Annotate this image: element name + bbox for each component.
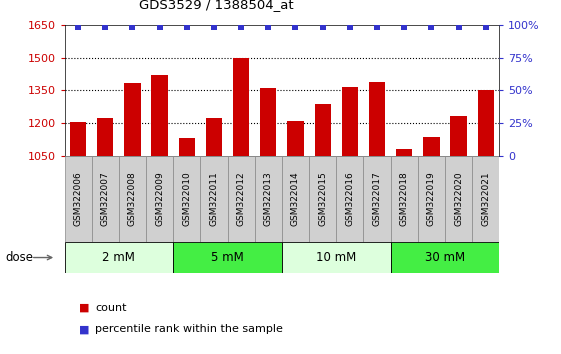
Bar — [200, 156, 228, 242]
Text: GSM322008: GSM322008 — [128, 172, 137, 227]
Bar — [477, 90, 494, 156]
Bar — [472, 156, 499, 242]
Bar — [233, 57, 249, 156]
Bar — [255, 156, 282, 242]
Text: GSM322013: GSM322013 — [264, 172, 273, 227]
Bar — [287, 121, 304, 156]
Text: 10 mM: 10 mM — [316, 251, 356, 264]
Bar — [450, 116, 467, 156]
Text: 5 mM: 5 mM — [211, 251, 244, 264]
Bar — [282, 156, 309, 242]
Point — [101, 24, 110, 30]
Point — [291, 24, 300, 30]
Bar — [70, 122, 86, 156]
Point — [454, 24, 463, 30]
Bar — [91, 156, 119, 242]
Bar — [173, 156, 200, 242]
Text: GSM322021: GSM322021 — [481, 172, 490, 227]
Bar — [151, 75, 168, 156]
Text: GSM322012: GSM322012 — [237, 172, 246, 227]
Bar — [282, 242, 390, 273]
Text: GSM322016: GSM322016 — [346, 172, 355, 227]
Text: GSM322017: GSM322017 — [373, 172, 381, 227]
Bar — [369, 81, 385, 156]
Text: GDS3529 / 1388504_at: GDS3529 / 1388504_at — [139, 0, 294, 11]
Text: GSM322010: GSM322010 — [182, 172, 191, 227]
Text: 30 mM: 30 mM — [425, 251, 465, 264]
Text: ■: ■ — [79, 303, 89, 313]
Bar — [336, 156, 364, 242]
Bar — [228, 156, 255, 242]
Point — [182, 24, 191, 30]
Text: GSM322019: GSM322019 — [427, 172, 436, 227]
Point — [155, 24, 164, 30]
Text: GSM322020: GSM322020 — [454, 172, 463, 227]
Bar — [119, 156, 146, 242]
Bar — [206, 118, 222, 156]
Text: GSM322006: GSM322006 — [73, 172, 82, 227]
Bar — [423, 137, 439, 156]
Bar — [390, 156, 418, 242]
Point — [373, 24, 381, 30]
Bar — [178, 138, 195, 156]
Bar — [418, 156, 445, 242]
Point — [318, 24, 327, 30]
Text: GSM322009: GSM322009 — [155, 172, 164, 227]
Text: GSM322014: GSM322014 — [291, 172, 300, 227]
Bar — [342, 87, 358, 156]
Text: GSM322018: GSM322018 — [399, 172, 408, 227]
Point — [128, 24, 137, 30]
Point — [73, 24, 82, 30]
Point — [237, 24, 246, 30]
Bar — [173, 242, 282, 273]
Bar — [445, 156, 472, 242]
Text: ■: ■ — [79, 324, 89, 334]
Point — [209, 24, 218, 30]
Text: 2 mM: 2 mM — [103, 251, 135, 264]
Bar — [146, 156, 173, 242]
Bar — [396, 149, 412, 156]
Text: GSM322015: GSM322015 — [318, 172, 327, 227]
Text: percentile rank within the sample: percentile rank within the sample — [95, 324, 283, 334]
Bar — [125, 82, 141, 156]
Point — [427, 24, 436, 30]
Point — [399, 24, 408, 30]
Bar — [260, 88, 277, 156]
Bar — [65, 156, 91, 242]
Bar — [309, 156, 336, 242]
Point — [264, 24, 273, 30]
Text: GSM322011: GSM322011 — [209, 172, 218, 227]
Text: count: count — [95, 303, 127, 313]
Bar — [65, 242, 173, 273]
Text: dose: dose — [6, 251, 34, 264]
Bar — [364, 156, 390, 242]
Bar — [390, 242, 499, 273]
Bar — [97, 118, 113, 156]
Point — [346, 24, 355, 30]
Text: GSM322007: GSM322007 — [101, 172, 110, 227]
Bar — [315, 104, 331, 156]
Point — [481, 24, 490, 30]
